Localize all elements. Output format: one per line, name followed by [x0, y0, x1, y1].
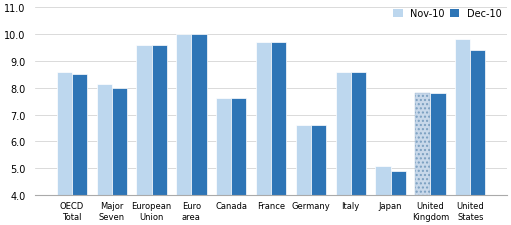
Bar — [296, 126, 311, 225]
Bar — [390, 171, 406, 225]
Bar — [351, 72, 366, 225]
Bar — [57, 72, 72, 225]
Bar — [376, 166, 390, 225]
Bar — [97, 84, 112, 225]
Bar — [72, 75, 87, 225]
Bar — [136, 46, 152, 225]
Bar — [231, 99, 246, 225]
Bar — [176, 35, 191, 225]
Bar — [415, 94, 430, 225]
Bar — [256, 43, 271, 225]
Legend: Nov-10, Dec-10: Nov-10, Dec-10 — [393, 9, 502, 19]
Bar — [191, 35, 206, 225]
Bar — [336, 72, 351, 225]
Bar — [216, 99, 231, 225]
Bar — [430, 94, 446, 225]
Bar — [311, 126, 326, 225]
Bar — [152, 46, 167, 225]
Bar — [455, 40, 470, 225]
Bar — [271, 43, 286, 225]
Bar — [112, 88, 127, 225]
Bar — [470, 51, 485, 225]
